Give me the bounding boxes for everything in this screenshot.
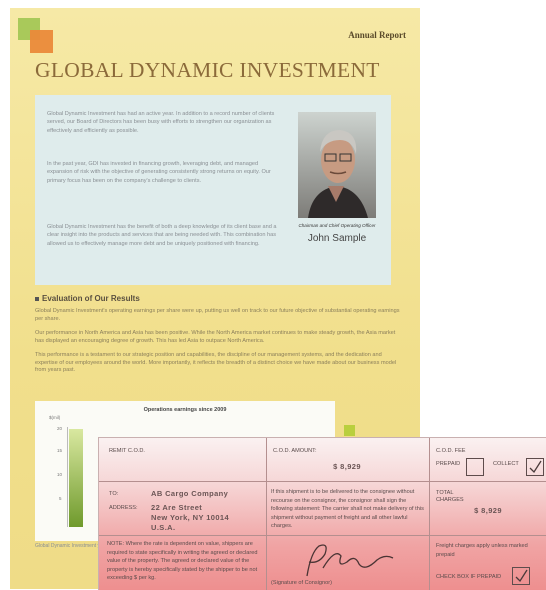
page: {"document": { "header": {"label": "Annu…: [0, 0, 546, 589]
signature: [289, 538, 399, 582]
consignee-statement: If this shipment is to be delivered to t…: [271, 488, 425, 531]
intro-paragraph: Global Dynamic Investment has had an act…: [47, 110, 285, 135]
fee-label: C.O.D. FEE: [436, 448, 466, 455]
prepaid-checkbox-bottom[interactable]: [512, 567, 530, 585]
prepaid-label: PREPAID: [436, 461, 460, 468]
section-paragraph: Our performance in North America and Asi…: [35, 330, 400, 345]
intro-paragraph: Global Dynamic Investment has the benefi…: [47, 223, 285, 248]
bullet: [35, 297, 39, 301]
prepaid-checkbox[interactable]: [466, 458, 484, 476]
section-paragraph: Global Dynamic Investment's operating ea…: [35, 308, 400, 323]
address-line: 22 Are Street: [151, 503, 202, 512]
collect-checkbox[interactable]: [526, 458, 544, 476]
total: $ 8,929: [436, 506, 540, 515]
portrait: [298, 112, 376, 218]
intro-paragraph: In the past year, GDI has invested in fi…: [47, 160, 285, 185]
axis-label: $(mil): [49, 415, 60, 420]
to-label: TO:: [109, 491, 118, 498]
divider: [99, 535, 546, 536]
report-label: Annual Report: [348, 30, 406, 40]
note: NOTE: Where the rate is dependent on val…: [107, 540, 259, 583]
checkmark: [513, 568, 529, 584]
tick-label: 5: [59, 496, 62, 501]
cod-form: REMIT C.O.D. C.O.D. AMOUNT: $ 8,929 C.O.…: [98, 437, 546, 590]
tick-label: 20: [57, 426, 62, 431]
freight-note: Freight charges apply unless marked prep…: [436, 542, 540, 559]
tick-label: 15: [57, 448, 62, 453]
address-label: ADDRESS:: [109, 505, 138, 512]
address-line: U.S.A.: [151, 523, 176, 532]
tick-label: 10: [57, 472, 62, 477]
caption-name: John Sample: [290, 233, 384, 244]
remit-label: REMIT C.O.D.: [109, 448, 145, 455]
axis-line: [67, 427, 68, 527]
divider: [99, 481, 546, 482]
address-line: New York, NY 10014: [151, 513, 229, 522]
divider: [266, 438, 267, 590]
section-heading: Evaluation of Our Results: [42, 294, 140, 303]
to-name: AB Cargo Company: [151, 489, 228, 498]
checkmark: [527, 459, 543, 475]
intro-box: Global Dynamic Investment has had an act…: [35, 95, 391, 285]
report-title: GLOBAL DYNAMIC INVESTMENT: [35, 58, 380, 83]
caption-role: Chairman and Chief Operating Officer: [290, 223, 384, 228]
chart-title: Operations earnings since 2009: [35, 407, 335, 413]
amount: $ 8,929: [273, 462, 421, 471]
chart-bar: [69, 429, 83, 527]
check-prepaid-label: CHECK BOX IF PREPAID: [436, 574, 501, 581]
section-paragraph: This performance is a testament to our s…: [35, 352, 400, 375]
collect-label: COLLECT: [493, 461, 519, 468]
decor-square: [344, 425, 355, 436]
signature-label: (Signature of Consignor): [271, 580, 332, 587]
total-label: TOTAL CHARGES: [436, 490, 476, 504]
decor-square: [30, 30, 53, 53]
amount-label: C.O.D. AMOUNT:: [273, 448, 317, 455]
divider: [429, 438, 430, 590]
